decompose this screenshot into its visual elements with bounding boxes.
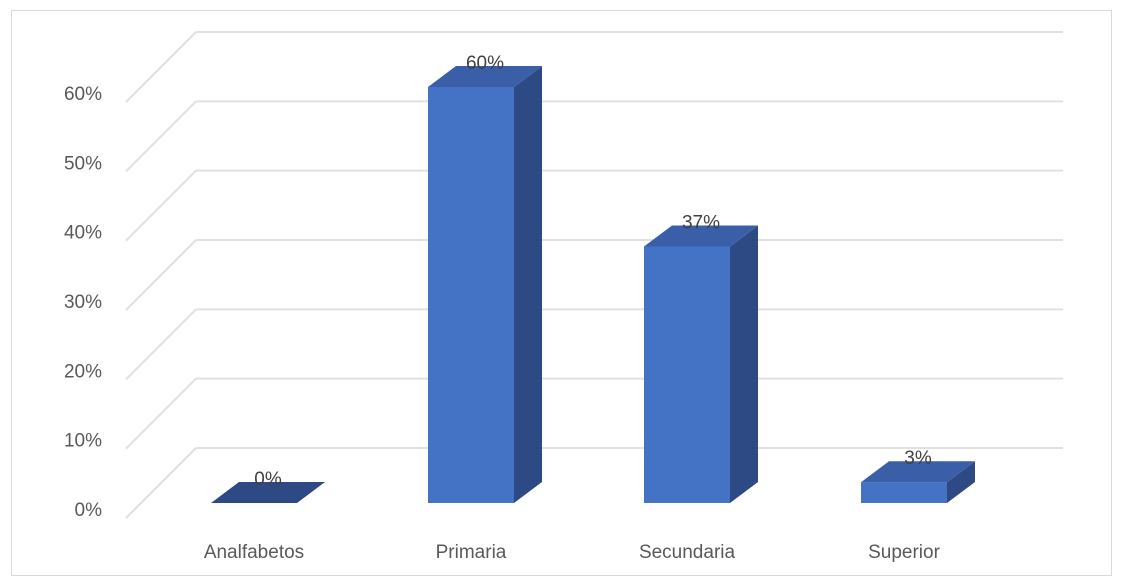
y-tick-label: 0% <box>75 500 103 521</box>
x-category-label: Secundaria <box>639 542 736 563</box>
bar-side <box>514 66 542 503</box>
gridline <box>125 100 1063 173</box>
data-label: 60% <box>466 53 504 74</box>
bar-top <box>644 225 758 247</box>
x-category-label: Superior <box>868 542 940 563</box>
y-tick-label: 20% <box>64 361 102 382</box>
bar-top <box>428 66 542 87</box>
y-axis-ticks: 0% 10% 20% 30% 40% 50% 60% <box>64 84 102 521</box>
y-tick-label: 10% <box>64 431 102 452</box>
x-category-label: Primaria <box>436 542 507 563</box>
x-axis-categories: Analfabetos Primaria Secundaria Superior <box>204 542 941 563</box>
bar-front <box>428 87 514 503</box>
data-labels: 0% 60% 37% 3% <box>254 53 932 490</box>
y-tick-label: 40% <box>64 223 102 244</box>
x-category-label: Analfabetos <box>204 542 304 563</box>
gridline <box>125 31 1063 103</box>
bar-top <box>861 461 975 483</box>
gridline <box>125 169 1063 242</box>
gridline <box>125 377 1063 450</box>
bar-front <box>644 246 730 503</box>
bar-front <box>861 482 947 503</box>
bar <box>211 482 325 503</box>
bar-side <box>947 461 975 503</box>
y-tick-label: 60% <box>64 84 102 105</box>
gridline <box>125 447 1063 519</box>
bar <box>428 66 542 503</box>
gridlines <box>125 31 1063 519</box>
bar <box>861 461 975 503</box>
gridline <box>125 239 1063 311</box>
bars <box>211 66 975 503</box>
bar-side <box>730 225 758 503</box>
gridline <box>125 308 1063 381</box>
y-tick-label: 30% <box>64 292 102 313</box>
data-label: 0% <box>254 469 282 490</box>
bar-top <box>211 482 325 503</box>
data-label: 37% <box>682 212 720 233</box>
y-tick-label: 50% <box>64 153 102 174</box>
data-label: 3% <box>904 448 932 469</box>
bar <box>644 225 758 503</box>
